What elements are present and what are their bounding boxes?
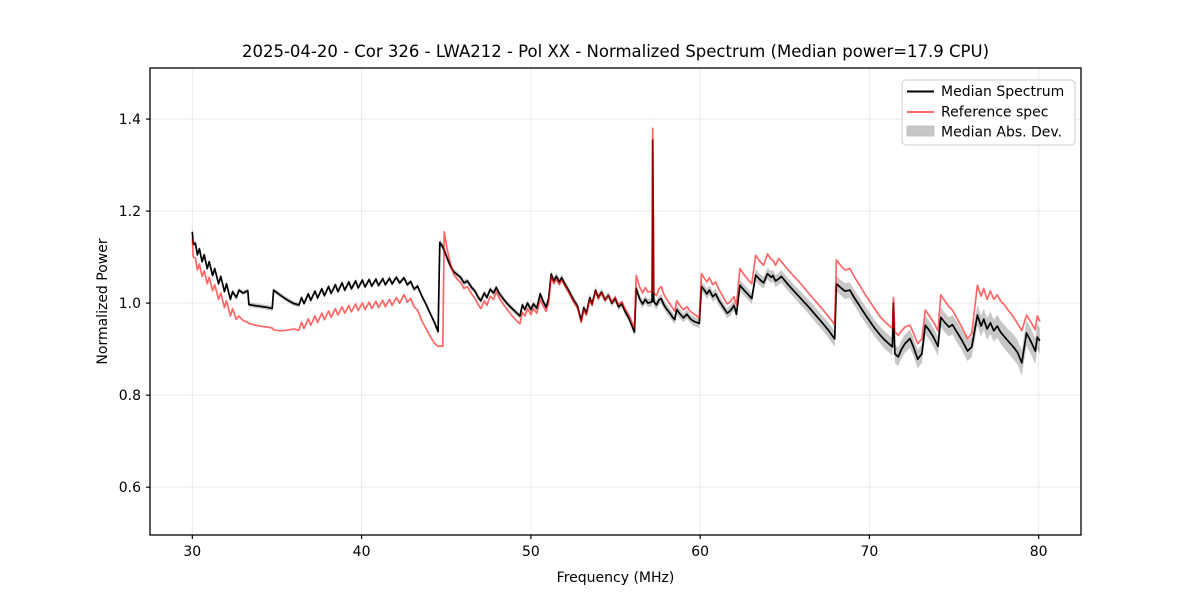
legend-item-mad: Median Abs. Dev.	[906, 125, 1062, 141]
y-tick-label: 0.6	[119, 480, 141, 496]
legend-mad-label: Median Abs. Dev.	[941, 125, 1062, 141]
x-tick-label: 30	[183, 544, 201, 560]
legend-reference-label: Reference spec	[941, 105, 1048, 121]
legend-box	[901, 79, 1076, 146]
chart-title: 2025-04-20 - Cor 326 - LWA212 - Pol XX -…	[242, 42, 989, 61]
legend: Median Spectrum Reference spec Median Ab…	[901, 79, 1076, 146]
reference-spec-line	[191, 127, 1041, 348]
x-tick-label: 70	[860, 544, 878, 560]
y-tick-label: 1.4	[119, 112, 141, 128]
y-axis: 0.6 0.8 1.0 1.2 1.4	[119, 112, 150, 496]
x-tick-label: 60	[691, 544, 709, 560]
y-axis-label: Normalized Power	[95, 238, 111, 364]
x-tick-label: 50	[522, 544, 540, 560]
legend-item-reference-spec: Reference spec	[907, 105, 1048, 121]
y-tick-label: 0.8	[119, 388, 141, 404]
legend-median-label: Median Spectrum	[941, 84, 1064, 100]
y-tick-label: 1.2	[119, 204, 141, 220]
legend-mad-patch-swatch	[906, 125, 935, 137]
y-tick-label: 1.0	[119, 296, 141, 312]
x-tick-label: 80	[1030, 544, 1048, 560]
x-axis: 30 40 50 60 70 80	[183, 535, 1048, 560]
axes-frame	[149, 67, 1082, 536]
x-tick-label: 40	[353, 544, 371, 560]
x-axis-label: Frequency (MHz)	[557, 570, 675, 586]
legend-item-median-spectrum: Median Spectrum	[907, 84, 1064, 100]
